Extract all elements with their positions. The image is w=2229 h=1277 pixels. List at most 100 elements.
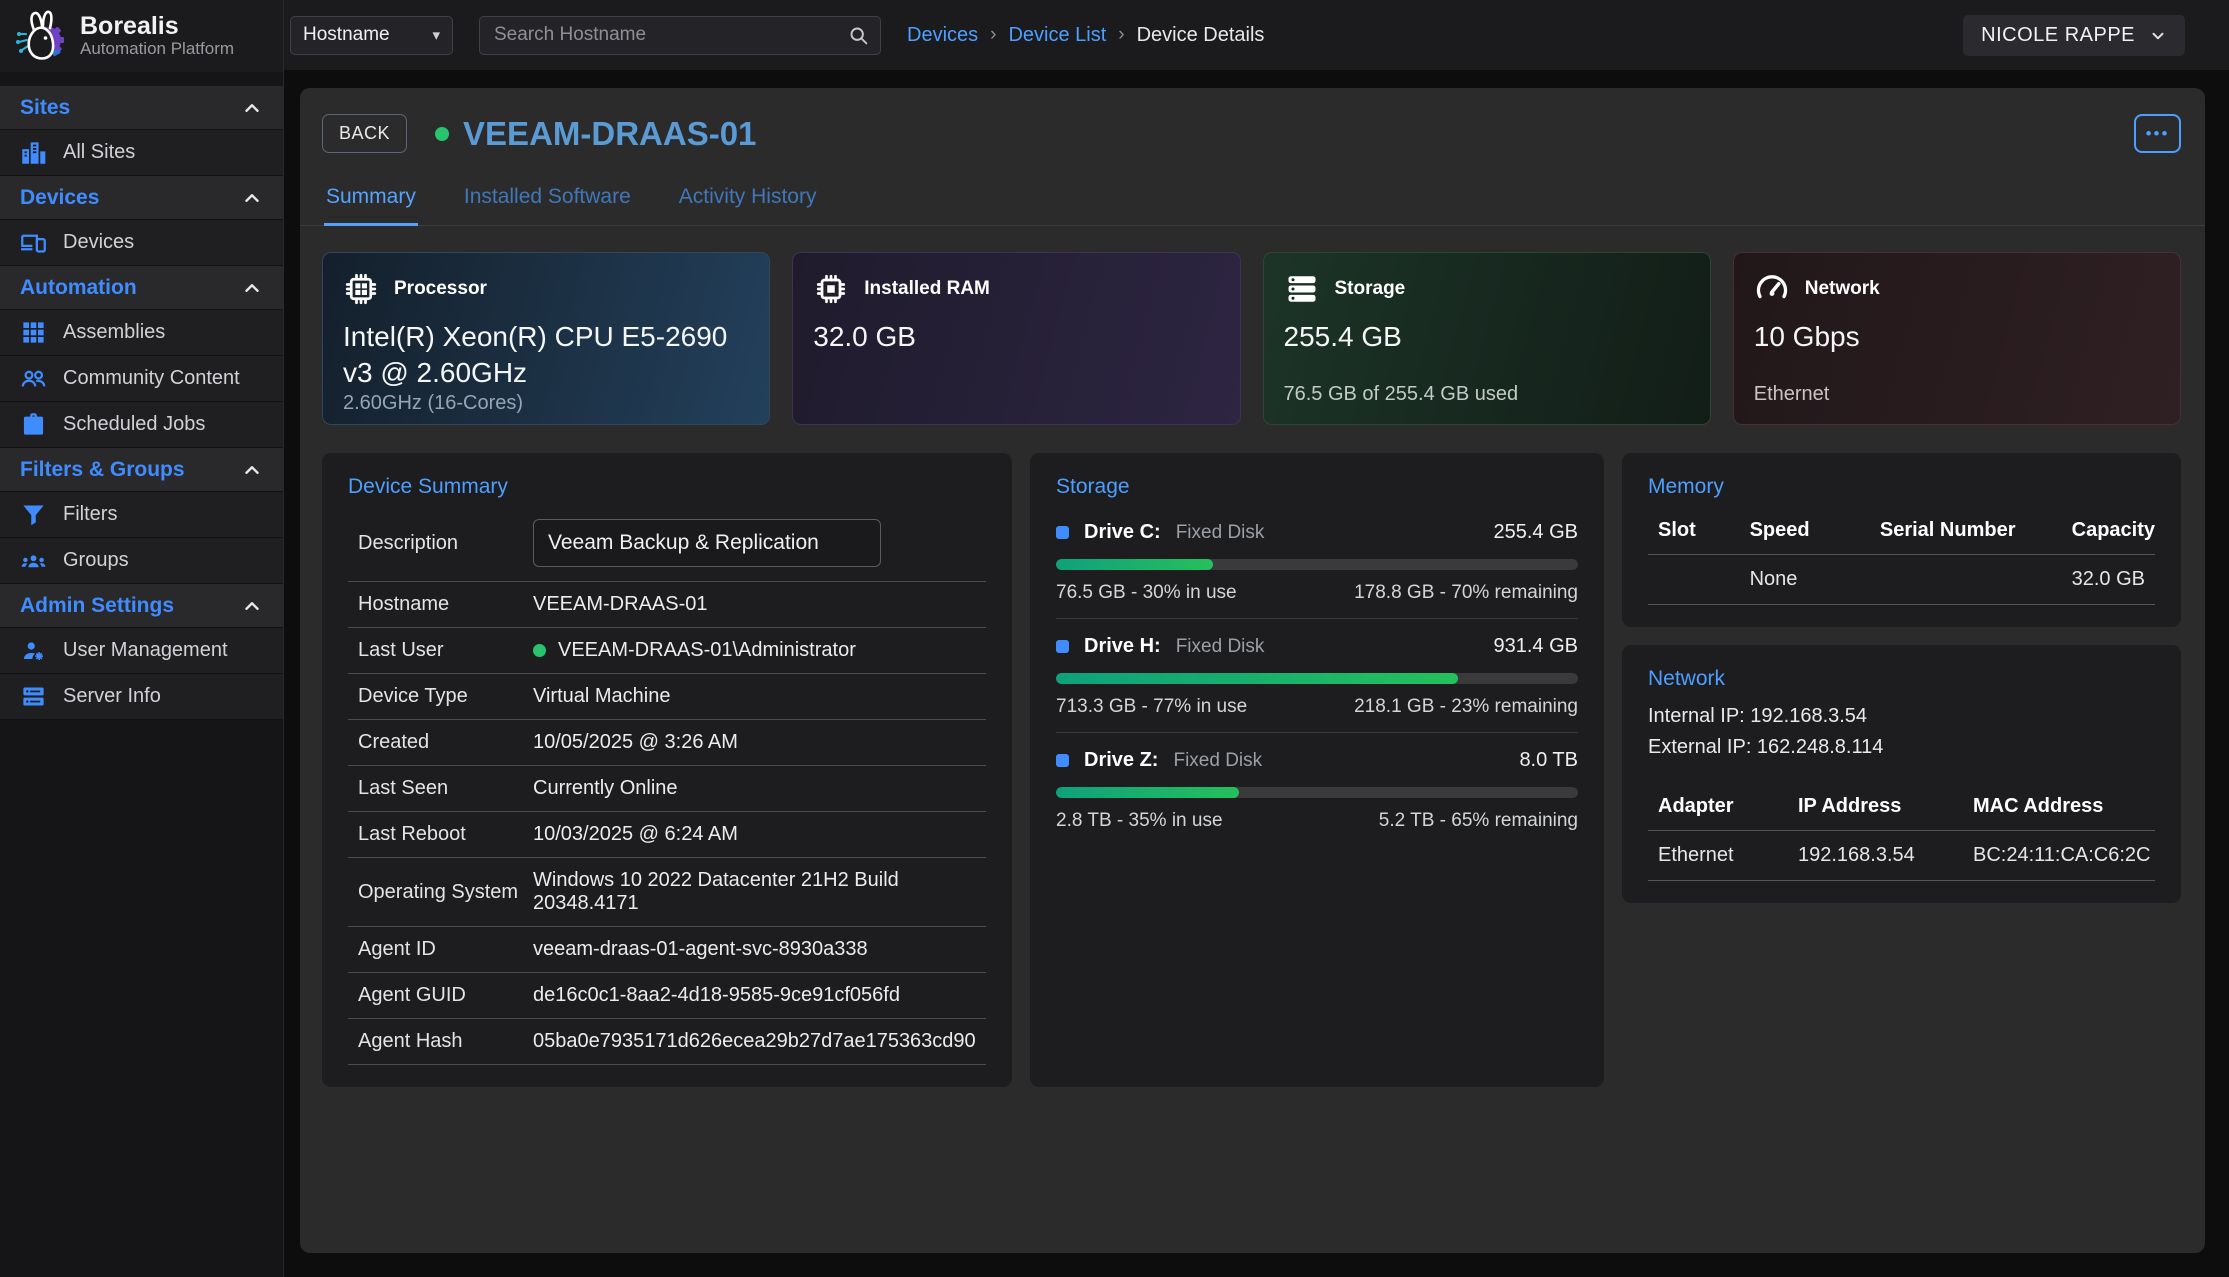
- drive-type: Fixed Disk: [1176, 522, 1265, 544]
- tab-installed-software[interactable]: Installed Software: [462, 177, 633, 225]
- row-value: Virtual Machine: [533, 685, 670, 708]
- memory-cell-serial: [1870, 555, 2062, 605]
- memory-cell-speed: None: [1740, 555, 1870, 605]
- sidebar-item-scheduled-jobs[interactable]: Scheduled Jobs: [0, 402, 283, 448]
- stat-label: Network: [1805, 278, 1880, 300]
- user-gear-icon: [20, 637, 47, 664]
- breadcrumb-device-details: Device Details: [1137, 24, 1265, 47]
- summary-row-last-seen: Last Seen Currently Online: [348, 766, 986, 812]
- drive-bullet-icon: [1056, 754, 1069, 767]
- network-speed-gauge-icon: [1754, 271, 1790, 307]
- summary-row-agent-hash: Agent Hash 05ba0e7935171d626ecea29b27d7a…: [348, 1019, 986, 1065]
- nav-section-sites[interactable]: Sites: [0, 86, 283, 130]
- caret-down-icon: ▾: [432, 26, 440, 44]
- row-label: Last User: [348, 639, 533, 662]
- tab-activity-history[interactable]: Activity History: [677, 177, 819, 225]
- sidebar-item-groups[interactable]: Groups: [0, 538, 283, 584]
- summary-row-description: Description: [348, 505, 986, 582]
- drive-bullet-icon: [1056, 640, 1069, 653]
- nav-section-automation[interactable]: Automation: [0, 266, 283, 310]
- user-menu-label: NICOLE RAPPE: [1981, 24, 2135, 47]
- sidebar-item-community-content[interactable]: Community Content: [0, 356, 283, 402]
- chevron-up-icon: [241, 187, 263, 209]
- sidebar: Borealis Automation Platform Sites All S…: [0, 0, 284, 1277]
- user-menu-button[interactable]: NICOLE RAPPE: [1963, 15, 2185, 56]
- drive-size: 255.4 GB: [1493, 521, 1578, 544]
- nav-section-admin-settings[interactable]: Admin Settings: [0, 584, 283, 628]
- cpu-icon: [343, 271, 379, 307]
- sidebar-item-user-management[interactable]: User Management: [0, 628, 283, 674]
- network-col-adapter: Adapter: [1648, 785, 1788, 831]
- brand-tagline: Automation Platform: [80, 39, 234, 59]
- topbar: Hostname ▾ Devices › Device List › Devic…: [284, 0, 2229, 70]
- back-button[interactable]: BACK: [322, 114, 407, 153]
- sidebar-item-all-sites[interactable]: All Sites: [0, 130, 283, 176]
- briefcase-icon: [20, 411, 47, 438]
- sidebar-item-devices[interactable]: Devices: [0, 220, 283, 266]
- row-value: VEEAM-DRAAS-01\Administrator: [558, 639, 856, 662]
- nav-section-filters-groups[interactable]: Filters & Groups: [0, 448, 283, 492]
- row-label: Agent GUID: [348, 984, 533, 1007]
- row-value: VEEAM-DRAAS-01: [533, 593, 708, 616]
- summary-row-device-type: Device Type Virtual Machine: [348, 674, 986, 720]
- device-tabs: Summary Installed Software Activity Hist…: [300, 177, 2205, 226]
- drive-used-label: 713.3 GB - 77% in use: [1056, 696, 1247, 718]
- drive-h-block: Drive H: Fixed Disk 931.4 GB 713.3 GB - …: [1056, 618, 1578, 732]
- drive-remaining-label: 218.1 GB - 23% remaining: [1354, 696, 1578, 718]
- sidebar-item-label: Devices: [63, 231, 134, 254]
- row-label: Agent Hash: [348, 1030, 533, 1053]
- online-status-dot: [435, 127, 449, 141]
- memory-row: None 32.0 GB: [1648, 555, 2155, 605]
- row-value: veeam-draas-01-agent-svc-8930a338: [533, 938, 868, 961]
- nav-section-label: Automation: [20, 276, 137, 300]
- stat-sub: Ethernet: [1754, 383, 2160, 406]
- row-value: Windows 10 2022 Datacenter 21H2 Build 20…: [533, 869, 986, 915]
- search-input[interactable]: [479, 16, 881, 55]
- network-adapter-table: Adapter IP Address MAC Address Ethernet …: [1648, 785, 2155, 881]
- row-label: Hostname: [348, 593, 533, 616]
- stat-value: 255.4 GB: [1284, 319, 1690, 355]
- drive-name: Drive H:: [1084, 635, 1161, 658]
- sidebar-item-label: Groups: [63, 549, 129, 572]
- drive-remaining-label: 178.8 GB - 70% remaining: [1354, 582, 1578, 604]
- sidebar-item-assemblies[interactable]: Assemblies: [0, 310, 283, 356]
- stat-card-installed-ram: Installed RAM 32.0 GB: [792, 252, 1240, 425]
- breadcrumb-device-list[interactable]: Device List: [1008, 24, 1106, 47]
- row-label: Last Seen: [348, 777, 533, 800]
- breadcrumb-separator: ›: [990, 24, 996, 46]
- memory-cell-slot: [1648, 555, 1740, 605]
- breadcrumb-devices[interactable]: Devices: [907, 24, 978, 47]
- nav-section-devices[interactable]: Devices: [0, 176, 283, 220]
- summary-row-agent-id: Agent ID veeam-draas-01-agent-svc-8930a3…: [348, 927, 986, 973]
- summary-row-last-user: Last User VEEAM-DRAAS-01\Administrator: [348, 628, 986, 674]
- drive-bullet-icon: [1056, 526, 1069, 539]
- memory-col-slot: Slot: [1648, 509, 1740, 555]
- ram-icon: [813, 271, 849, 307]
- stat-value: Intel(R) Xeon(R) CPU E5-2690 v3 @ 2.60GH…: [343, 319, 749, 392]
- panel-title: Memory: [1648, 475, 2155, 499]
- stat-label: Installed RAM: [864, 278, 990, 300]
- buildings-icon: [20, 139, 47, 166]
- stat-label: Storage: [1335, 278, 1406, 300]
- online-status-dot: [533, 644, 546, 657]
- sidebar-item-label: Filters: [63, 503, 117, 526]
- sidebar-item-server-info[interactable]: Server Info: [0, 674, 283, 720]
- nav-section-label: Devices: [20, 186, 99, 210]
- search-icon: [848, 25, 869, 46]
- panel-title: Device Summary: [348, 475, 986, 499]
- description-input[interactable]: [533, 519, 881, 567]
- sidebar-item-filters[interactable]: Filters: [0, 492, 283, 538]
- groups-icon: [20, 547, 47, 574]
- drive-usage-bar: [1056, 787, 1578, 798]
- more-actions-button[interactable]: •••: [2134, 114, 2181, 153]
- drive-remaining-label: 5.2 TB - 65% remaining: [1379, 810, 1578, 832]
- stat-sub: 2.60GHz (16-Cores): [343, 392, 749, 415]
- hostname-filter-select[interactable]: Hostname ▾: [290, 16, 453, 55]
- drive-usage-bar: [1056, 559, 1578, 570]
- brand-text: Borealis Automation Platform: [80, 13, 234, 59]
- network-cell-mac: BC:24:11:CA:C6:2C: [1963, 831, 2155, 881]
- tab-summary[interactable]: Summary: [324, 177, 418, 226]
- right-panel-column: Memory Slot Speed Serial Number Capacity: [1622, 453, 2181, 1087]
- row-value: 10/03/2025 @ 6:24 AM: [533, 823, 738, 846]
- memory-cell-capacity: 32.0 GB: [2062, 555, 2155, 605]
